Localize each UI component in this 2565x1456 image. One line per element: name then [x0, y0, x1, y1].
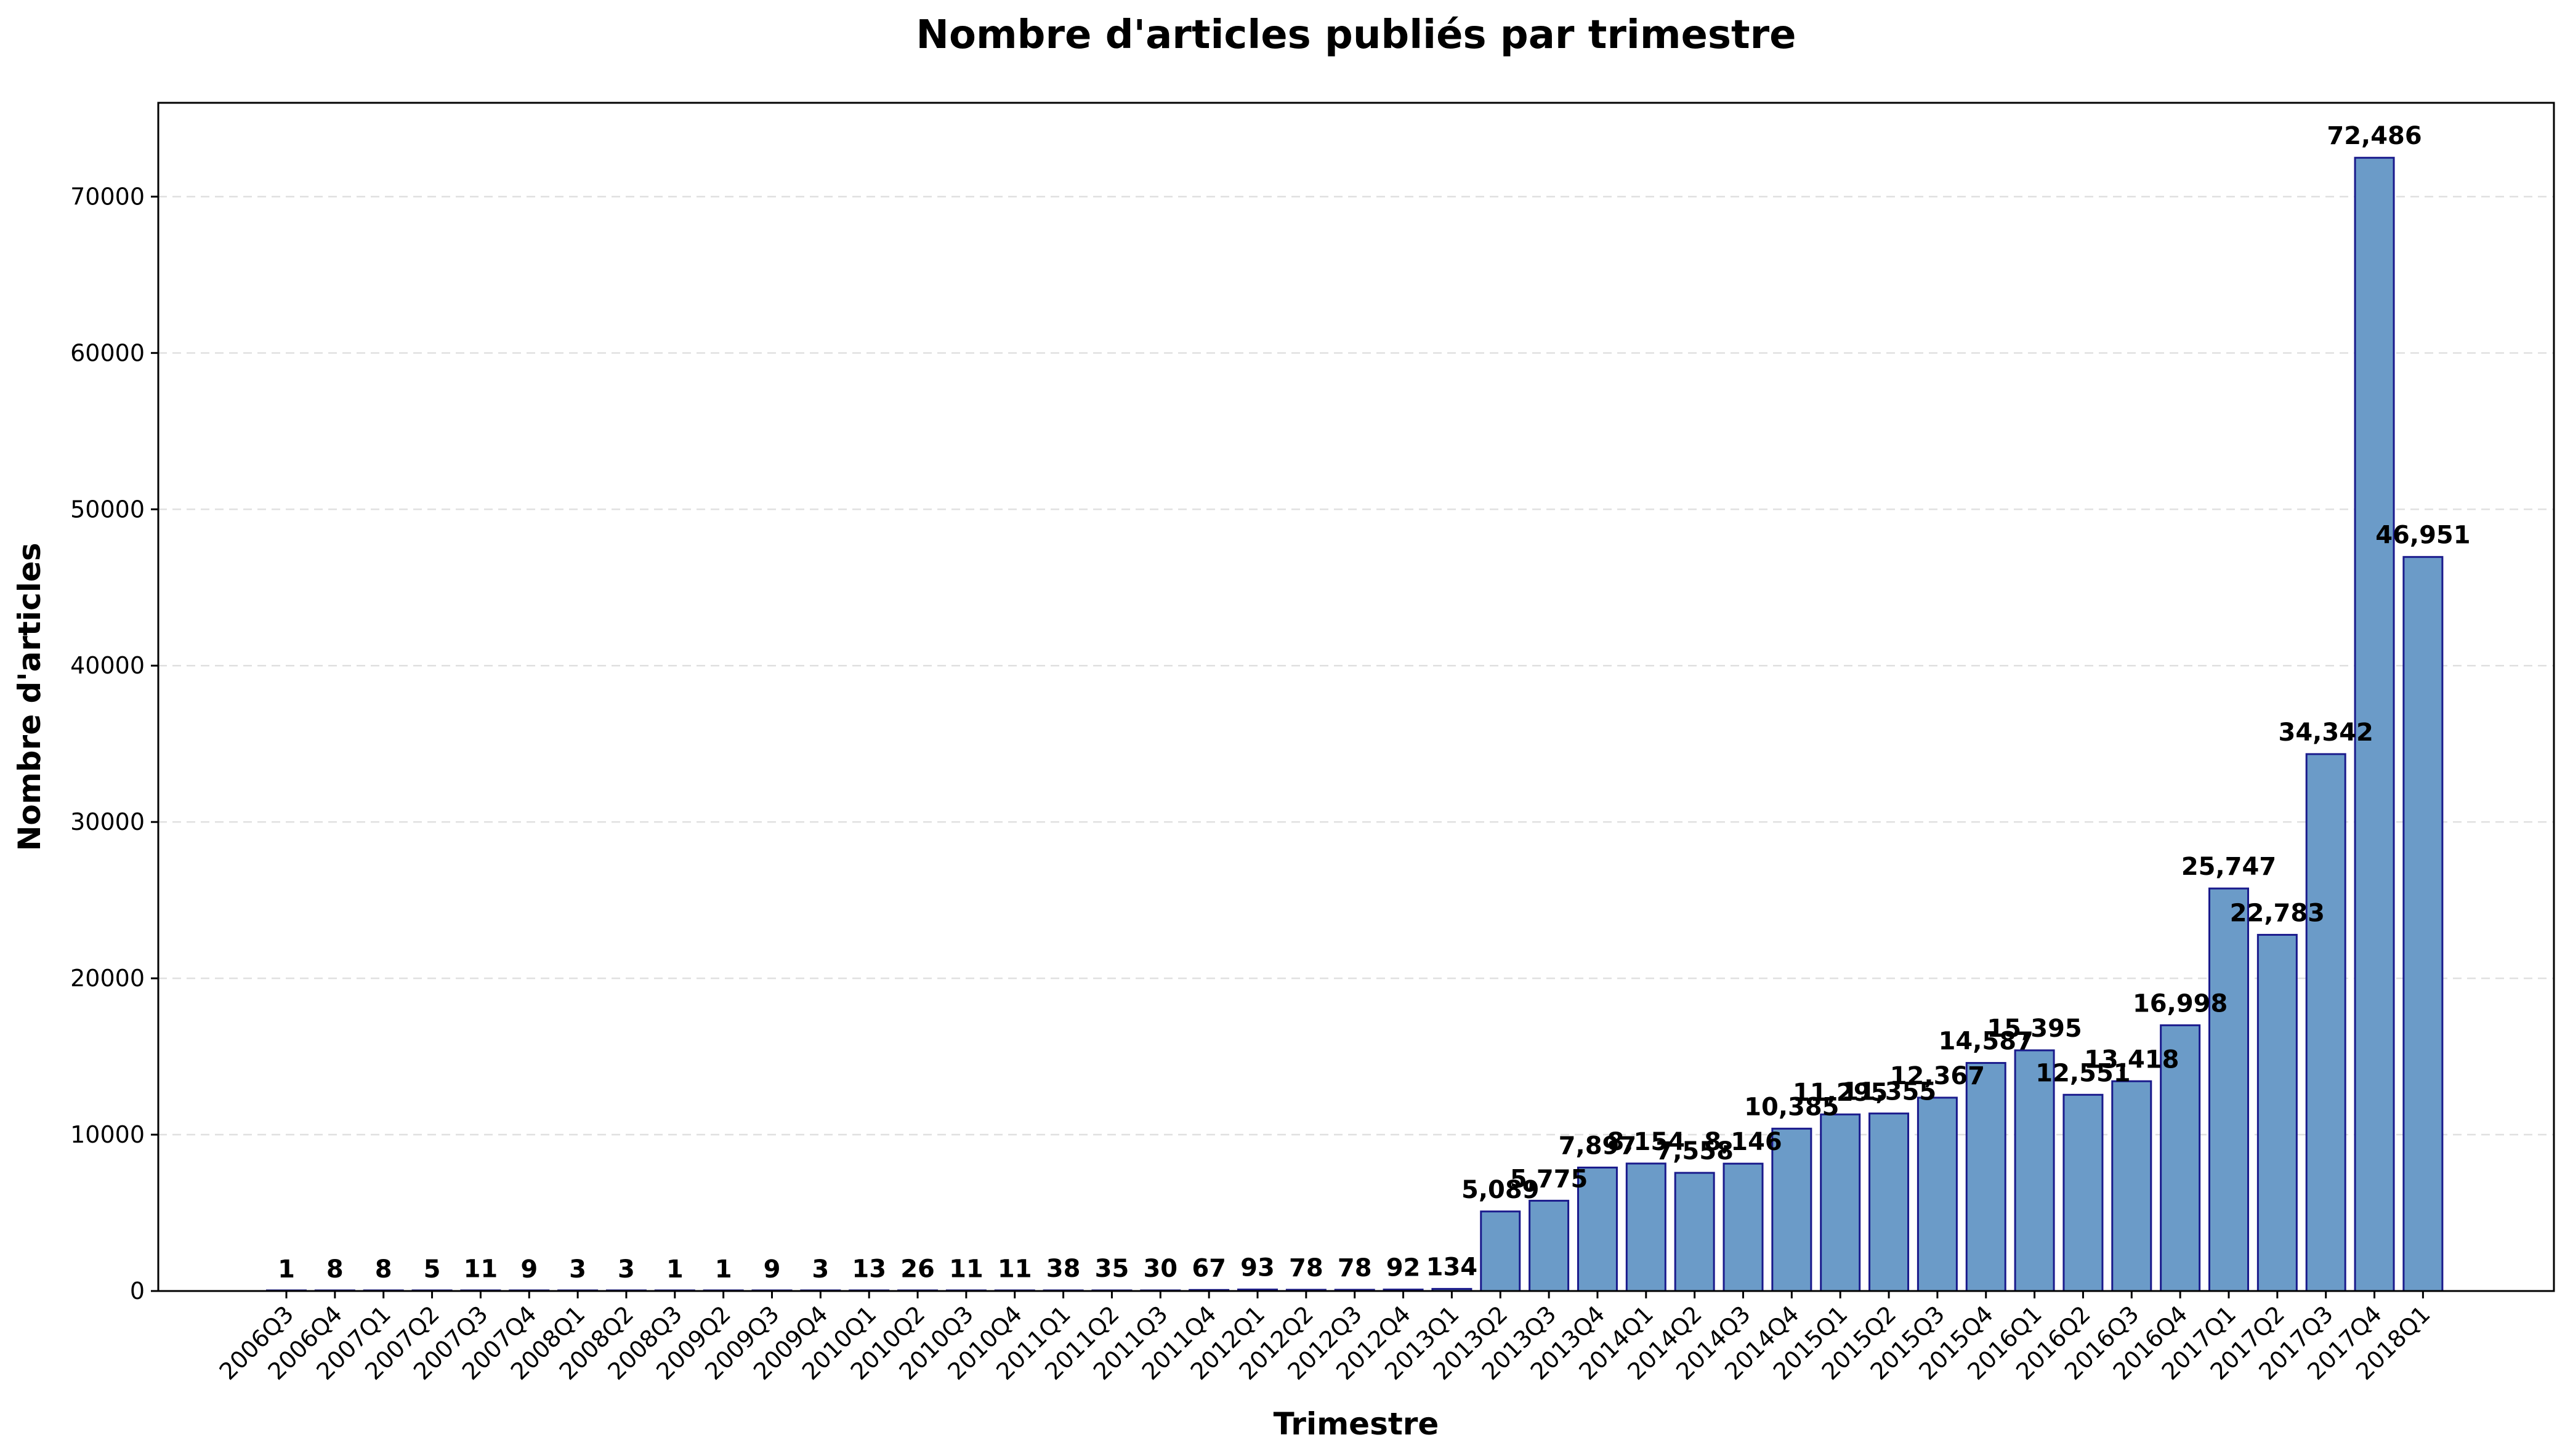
- value-label-2018Q1: 46,951: [2375, 521, 2470, 550]
- y-tick-label-5: 50000: [70, 496, 145, 523]
- value-label-2016Q1: 15,395: [1987, 1015, 2082, 1043]
- value-label-2010Q4: 11: [998, 1255, 1032, 1284]
- y-axis-label: Nombre d'articles: [12, 542, 47, 851]
- value-label-2015Q3: 12,367: [1890, 1062, 1985, 1090]
- value-label-2015Q1: 11,295: [1793, 1079, 1888, 1107]
- value-label-2008Q2: 3: [618, 1255, 635, 1284]
- value-label-2012Q2: 78: [1289, 1254, 1323, 1282]
- value-label-2017Q3: 34,342: [2279, 718, 2373, 747]
- y-tick-label-6: 60000: [70, 339, 145, 366]
- value-label-2012Q4: 92: [1386, 1254, 1421, 1282]
- bar-2016Q2: [2062, 1093, 2104, 1292]
- y-tick-label-7: 70000: [70, 183, 145, 210]
- value-label-2007Q2: 5: [424, 1255, 441, 1284]
- value-label-2013Q2: 5,089: [1461, 1176, 1540, 1204]
- bar-2016Q3: [2111, 1080, 2152, 1292]
- value-label-2007Q3: 11: [464, 1255, 498, 1284]
- value-label-2008Q1: 3: [569, 1255, 586, 1284]
- gridlines: [158, 196, 2554, 1136]
- x-axis: 2006Q32006Q42007Q12007Q22007Q32007Q42008…: [214, 1291, 2436, 1385]
- value-label-2016Q4: 16,998: [2133, 989, 2228, 1018]
- bar-2017Q2: [2256, 933, 2298, 1292]
- value-label-2006Q4: 8: [326, 1255, 344, 1284]
- value-label-2007Q1: 8: [375, 1255, 392, 1284]
- value-label-2016Q2: 12,551: [2035, 1059, 2130, 1087]
- value-label-2014Q1: 8,154: [1607, 1128, 1686, 1156]
- value-label-2010Q1: 13: [852, 1255, 886, 1284]
- bar-2018Q1: [2402, 556, 2444, 1292]
- bar-2014Q1: [1625, 1162, 1666, 1292]
- plot-frame: [157, 102, 2555, 1292]
- value-label-2014Q3: 8,146: [1704, 1128, 1782, 1156]
- value-label-2016Q3: 13,418: [2084, 1045, 2179, 1074]
- bar-2014Q2: [1674, 1172, 1715, 1292]
- value-label-2011Q1: 38: [1046, 1255, 1081, 1283]
- value-label-2017Q2: 22,783: [2230, 899, 2325, 927]
- value-label-2011Q4: 67: [1192, 1254, 1226, 1282]
- value-label-2013Q3: 5,775: [1510, 1165, 1588, 1193]
- value-label-2011Q2: 35: [1095, 1255, 1129, 1283]
- value-label-2011Q3: 30: [1143, 1255, 1177, 1283]
- value-label-2015Q2: 11,355: [1841, 1078, 1936, 1106]
- value-label-2007Q4: 9: [520, 1255, 538, 1284]
- y-tick-label-2: 20000: [70, 965, 145, 992]
- bar-2016Q1: [2014, 1049, 2055, 1292]
- bar-2015Q1: [1820, 1113, 1861, 1292]
- bar-2013Q3: [1529, 1199, 1570, 1292]
- value-label-2009Q3: 9: [764, 1255, 781, 1284]
- chart-title: Nombre d'articles publiés par trimestre: [916, 12, 1796, 58]
- value-label-2014Q2: 7,558: [1655, 1137, 1734, 1165]
- bar-2014Q4: [1771, 1127, 1812, 1292]
- y-tick-label-3: 30000: [70, 808, 145, 835]
- value-label-2013Q1: 134: [1426, 1253, 1478, 1282]
- bars: [266, 156, 2444, 1292]
- value-label-2014Q4: 10,385: [1744, 1093, 1839, 1121]
- value-label-2009Q4: 3: [812, 1255, 829, 1284]
- bar-2015Q4: [1965, 1062, 2006, 1292]
- value-label-2008Q3: 1: [666, 1255, 684, 1284]
- value-label-2009Q2: 1: [715, 1255, 732, 1284]
- x-axis-label: Trimestre: [1274, 1406, 1439, 1442]
- bar-2015Q2: [1868, 1112, 1910, 1292]
- value-label-2017Q4: 72,486: [2327, 122, 2422, 150]
- value-label-2006Q3: 1: [278, 1255, 295, 1284]
- y-axis: 0 10000 20000 30000 40000 50000 60000 70000: [70, 183, 158, 1305]
- bar-2014Q3: [1723, 1162, 1764, 1292]
- value-label-2017Q1: 25,747: [2181, 853, 2276, 881]
- bar-2015Q3: [1917, 1096, 1958, 1292]
- value-label-2010Q3: 11: [949, 1255, 984, 1284]
- value-label-2015Q4: 14,587: [1939, 1028, 2034, 1056]
- bar-2017Q4: [2354, 156, 2395, 1292]
- bar-2017Q1: [2208, 887, 2249, 1292]
- bar-2013Q2: [1480, 1210, 1521, 1292]
- y-tick-label-1: 10000: [70, 1121, 145, 1148]
- value-label-2010Q2: 26: [900, 1255, 935, 1283]
- value-label-2012Q3: 78: [1338, 1254, 1372, 1282]
- value-labels: 1 8 8 5 11 9 3 3 1 1 9 3 13 26 11 11 38 35 30 67 93 78 78 92 134…: [278, 122, 2471, 1284]
- value-label-2012Q1: 93: [1240, 1254, 1275, 1282]
- bar-2016Q4: [2160, 1024, 2201, 1292]
- bar-2017Q3: [2305, 753, 2346, 1292]
- y-tick-label-0: 0: [130, 1277, 145, 1305]
- y-tick-label-4: 40000: [70, 652, 145, 679]
- value-label-2013Q4: 7,897: [1559, 1132, 1637, 1160]
